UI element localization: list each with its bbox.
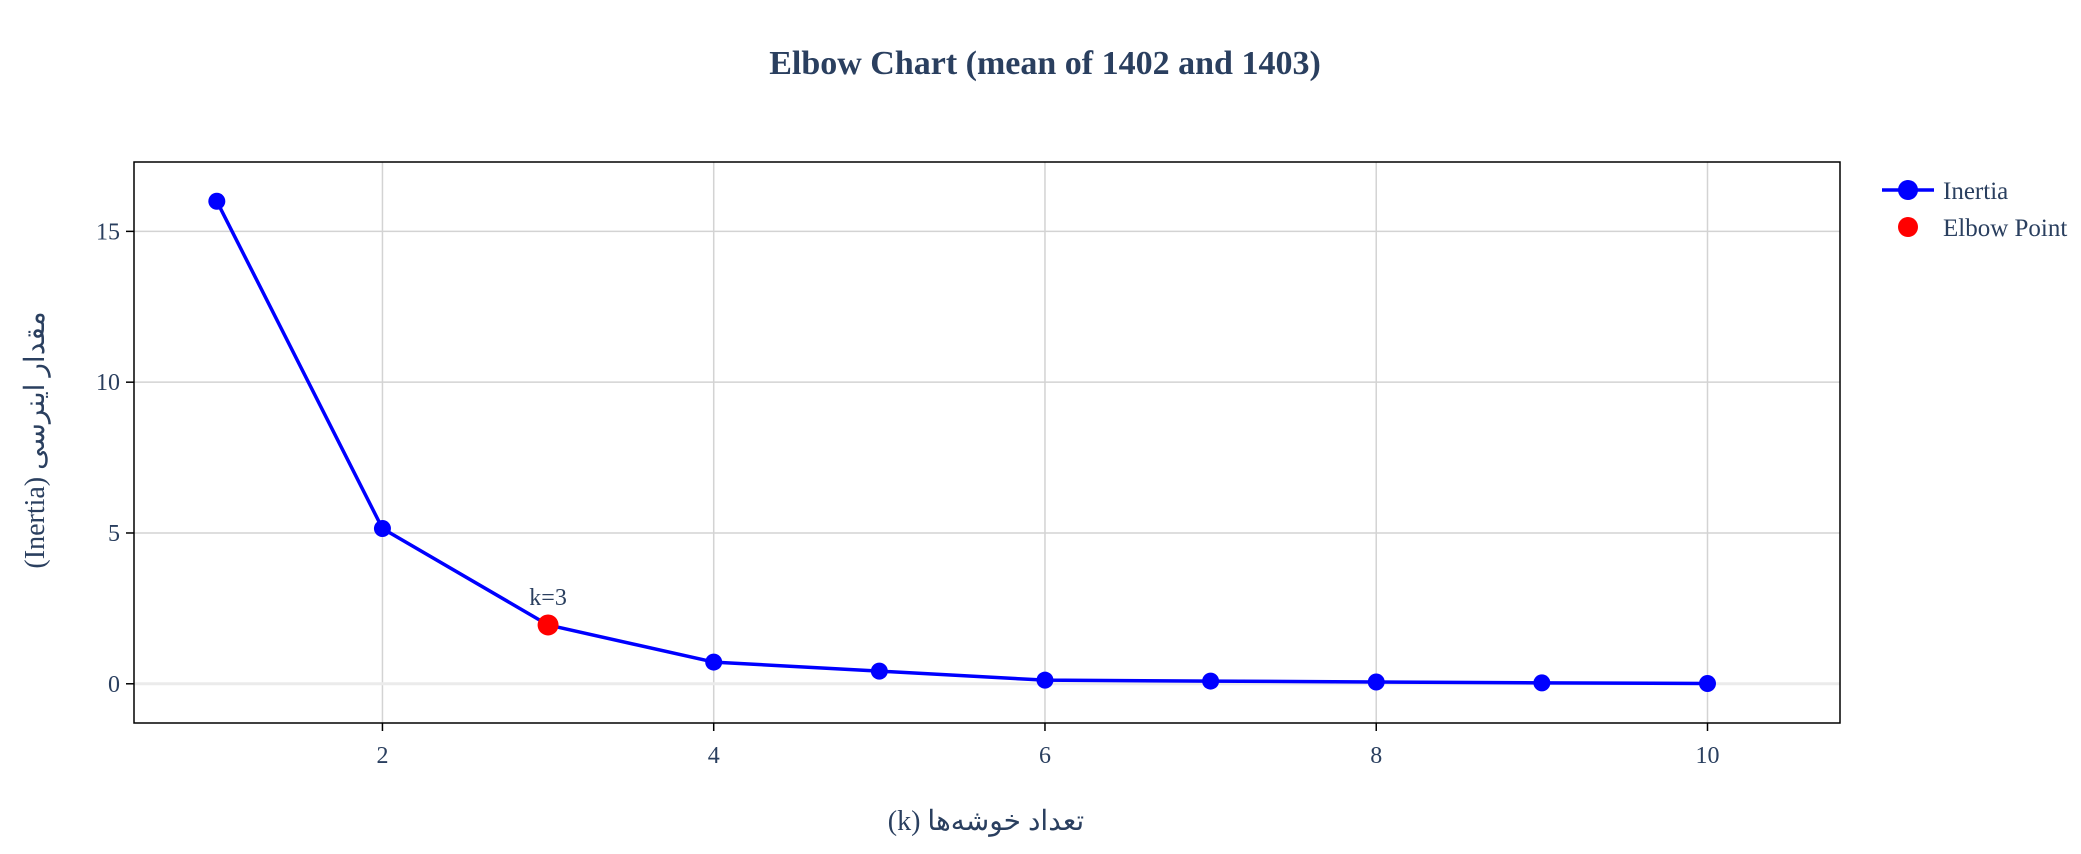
x-tick-label: 6: [1039, 743, 1051, 769]
x-tick-label: 4: [708, 743, 720, 769]
tick-labels: 2 4 6 8 10 0 5 10 15: [96, 219, 1719, 769]
inertia-point[interactable]: [870, 662, 888, 680]
y-tick-label: 10: [96, 370, 120, 396]
legend-marker-inertia: [1898, 180, 1918, 200]
inertia-point[interactable]: [373, 519, 391, 537]
elbow-point[interactable]: [537, 614, 559, 636]
legend-marker-elbow-point: [1898, 217, 1918, 237]
grid-lines: [134, 162, 1840, 723]
inertia-point[interactable]: [1367, 673, 1385, 691]
legend-label-elbow-point: Elbow Point: [1943, 215, 2067, 242]
inertia-point[interactable]: [705, 653, 723, 671]
inertia-point[interactable]: [1036, 671, 1054, 689]
y-tick-label: 15: [96, 219, 120, 245]
inertia-point[interactable]: [208, 192, 226, 210]
inertia-point[interactable]: [1202, 672, 1220, 690]
y-axis-label: مقدار اینرسی (Inertia): [20, 311, 51, 568]
legend-item-inertia[interactable]: Inertia: [1882, 178, 2008, 205]
legend-item-elbow-point[interactable]: Elbow Point: [1898, 215, 2067, 242]
x-tick-label: 10: [1695, 743, 1719, 769]
legend-label-inertia: Inertia: [1943, 178, 2008, 205]
series-layer: k=3: [208, 192, 1716, 692]
x-axis-label: تعداد خوشه‌ها (k): [888, 806, 1084, 837]
inertia-point[interactable]: [1533, 674, 1551, 692]
inertia-point[interactable]: [1698, 674, 1716, 692]
chart-title: Elbow Chart (mean of 1402 and 1403): [769, 45, 1321, 82]
inertia-line: [215, 200, 1708, 686]
y-tick-label: 0: [108, 672, 120, 698]
plot-frame: [133, 161, 1841, 724]
x-tick-label: 2: [376, 743, 388, 769]
legend[interactable]: Inertia Elbow Point: [1882, 178, 2067, 242]
elbow-annotation: k=3: [529, 585, 567, 611]
x-tick-label: 8: [1370, 743, 1382, 769]
y-tick-label: 5: [108, 521, 120, 547]
